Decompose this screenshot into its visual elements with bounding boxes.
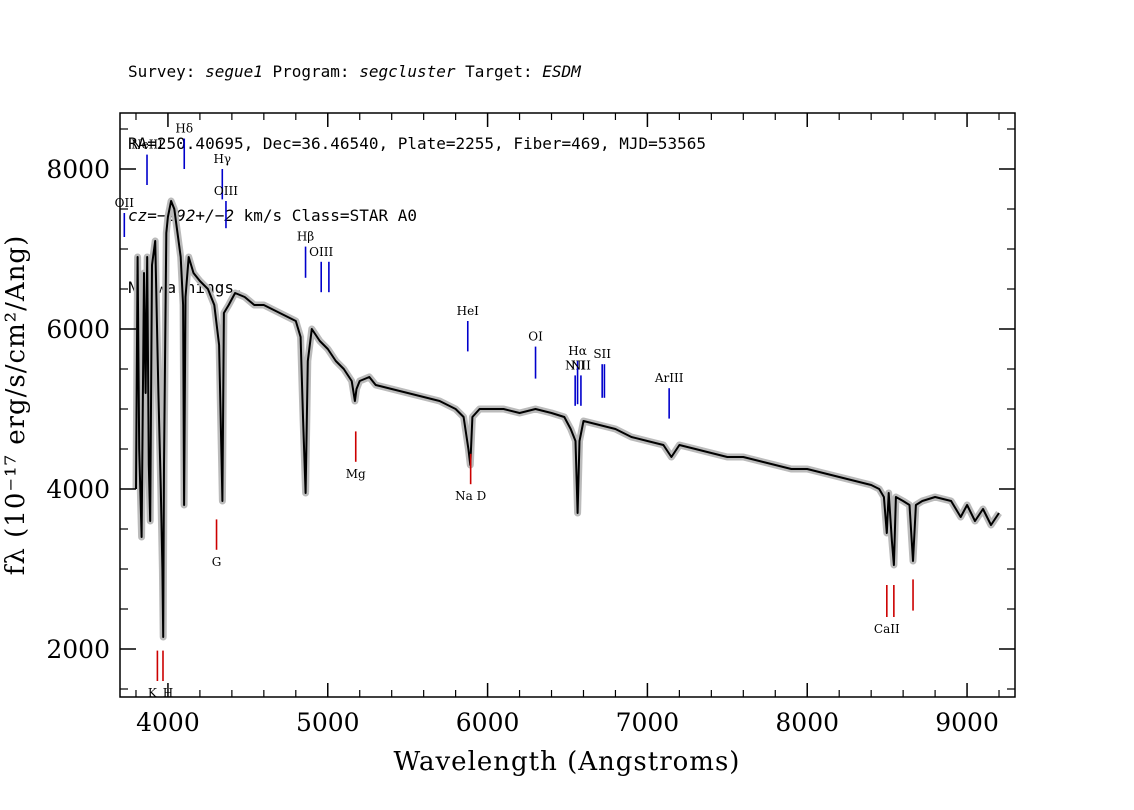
- axis-tick-layer: 4000 5000 6000 7000 8000 9000 2000 4000 6000 8000: [46, 113, 1015, 737]
- spectrum-header: Survey: segue1 Program: segcluster Targe…: [128, 12, 706, 324]
- emission-line-label: OIII: [309, 245, 333, 259]
- y-tick-label: 4000: [46, 475, 110, 504]
- x-axis-title: Wavelength (Angstroms): [394, 747, 741, 777]
- y-tick-label: 6000: [46, 315, 110, 344]
- x-tick-label: 7000: [616, 708, 680, 737]
- spectrum-line: [135, 200, 1000, 638]
- y-tick-label: 2000: [46, 635, 110, 664]
- header-line-redshift: cz=−292+/−2 km/s Class=STAR A0: [128, 206, 417, 225]
- emission-line-label: Hγ: [213, 152, 231, 166]
- error-band: [132, 197, 1002, 641]
- survey-name: segue1: [205, 62, 263, 81]
- absorption-line-label: Na D: [455, 489, 486, 503]
- absorption-line-label: CaII: [874, 622, 900, 636]
- x-tick-label: 4000: [136, 708, 200, 737]
- target-name: ESDM: [542, 62, 581, 81]
- x-tick-label: 6000: [456, 708, 520, 737]
- plot-frame: [119, 112, 1016, 698]
- x-tick-label: 9000: [935, 708, 999, 737]
- absorption-line-label: G: [212, 555, 222, 569]
- emission-line-label: Hβ: [297, 230, 314, 244]
- y-tick-label: 8000: [46, 155, 110, 184]
- x-tick-label: 8000: [775, 708, 839, 737]
- emission-line-label: Hδ: [175, 122, 193, 136]
- spectrum-line-layer: [135, 200, 1000, 638]
- emission-line-label: OII: [115, 196, 135, 210]
- emission-line-label: SII: [593, 347, 611, 361]
- x-tick-label: 5000: [296, 708, 360, 737]
- absorption-line-label: K: [148, 686, 158, 700]
- absorption-line-label: Mg: [346, 467, 366, 481]
- cz-value: cz=−292+/−2: [128, 206, 234, 225]
- y-axis-title: fλ (10⁻¹⁷ erg/s/cm²/Ang): [1, 235, 31, 575]
- emission-line-label: HeI: [457, 304, 480, 318]
- program-name: segcluster: [359, 62, 456, 81]
- error-band-layer: [132, 197, 1002, 641]
- emission-line-label: NII: [571, 358, 591, 372]
- emission-line-label: OI: [528, 330, 543, 344]
- emission-line-label: NII: [565, 358, 585, 372]
- emission-line-label: OIII: [214, 184, 238, 198]
- emission-line-label: ArIII: [654, 371, 684, 385]
- line-marker-layer: OIINeIIIHδHγOIIIHβOIIIHeIOINIIHαNIISIIAr…: [115, 122, 914, 700]
- header-line-coordinates: RA=250.40695, Dec=36.46540, Plate=2255, …: [128, 134, 706, 153]
- emission-line-label: Hα: [568, 344, 587, 358]
- header-line-survey: Survey: segue1 Program: segcluster Targe…: [128, 62, 581, 81]
- emission-line-label: NeIII: [131, 138, 163, 152]
